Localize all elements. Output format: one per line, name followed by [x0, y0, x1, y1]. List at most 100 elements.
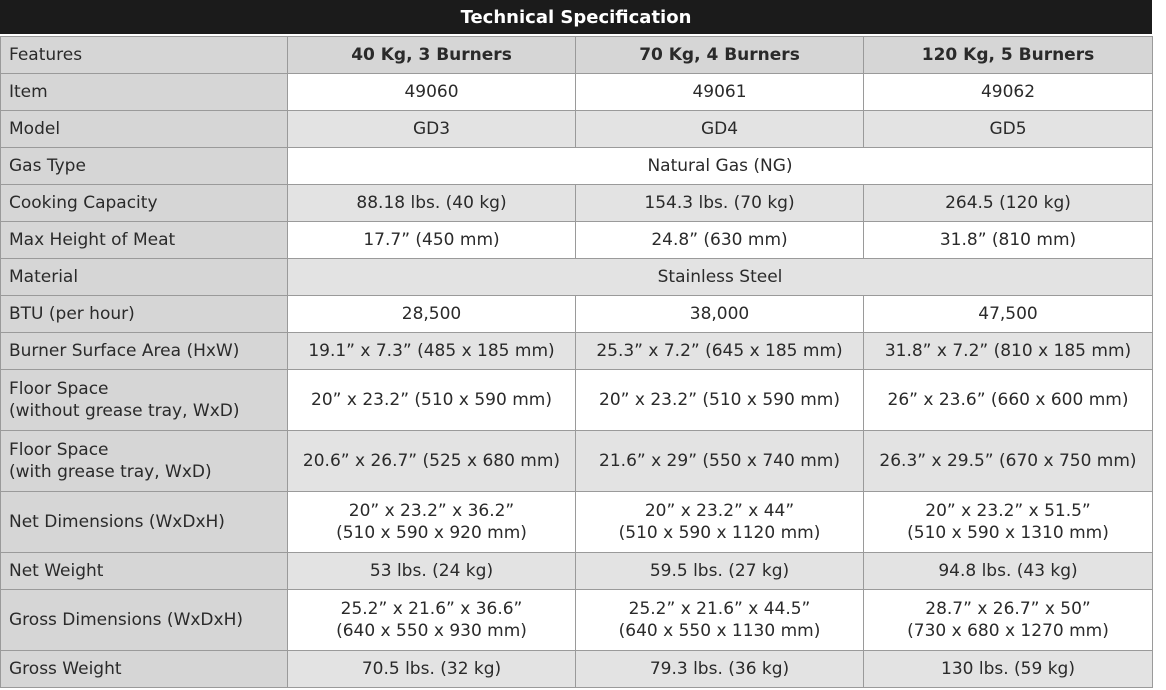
table-cell: 20” x 23.2” x 36.2” (510 x 590 x 920 mm) [287, 491, 576, 553]
table-row: Gas Type Natural Gas (NG) [0, 147, 1153, 185]
table-cell: 24.8” (630 mm) [575, 221, 864, 259]
table-title: Technical Specification [0, 0, 1152, 36]
table-cell-line: 20” x 23.2” (510 x 590 mm) [311, 390, 552, 410]
table-cell-line: 25.2” x 21.6” x 44.5” [628, 599, 811, 619]
table-cell-line: 53 lbs. (24 kg) [369, 561, 494, 581]
table-cell-line: 20” x 23.2” x 36.2” [348, 501, 515, 521]
row-label: Gross Weight [0, 650, 288, 688]
row-label: BTU (per hour) [0, 295, 288, 333]
row-label-line: Max Height of Meat [9, 230, 176, 250]
table-cell: 70.5 lbs. (32 kg) [287, 650, 576, 688]
row-label: Net Dimensions (WxDxH) [0, 491, 288, 553]
row-label-line: Gas Type [9, 156, 86, 176]
table-row: Max Height of Meat 17.7” (450 mm) 24.8” (6… [0, 221, 1153, 259]
table-cell: 49062 [863, 73, 1153, 111]
row-label: Net Weight [0, 552, 288, 590]
column-header-40kg: 40 Kg, 3 Burners [287, 36, 576, 74]
table-cell: 59.5 lbs. (27 kg) [575, 552, 864, 590]
table-cell-line: (510 x 590 x 1120 mm) [618, 523, 821, 543]
table-cell-line: 25.2” x 21.6” x 36.6” [340, 599, 523, 619]
column-header-features: Features [0, 36, 288, 74]
table-cell-line: (730 x 680 x 1270 mm) [907, 621, 1109, 641]
table-cell-line: 17.7” (450 mm) [363, 230, 500, 250]
table-cell-line: 49061 [692, 82, 747, 102]
row-label: Gross Dimensions (WxDxH) [0, 589, 288, 651]
spanning-cell: Natural Gas (NG) [287, 147, 1153, 185]
row-label-line: BTU (per hour) [9, 304, 135, 324]
table-row: Floor Space (with grease tray, WxD) 20.6” … [0, 430, 1153, 492]
table-cell: GD3 [287, 110, 576, 148]
row-label: Cooking Capacity [0, 184, 288, 222]
header-row: Features 40 Kg, 3 Burners 70 Kg, 4 Burne… [0, 36, 1153, 74]
row-label: Item [0, 73, 288, 111]
table-cell-line: (510 x 590 x 920 mm) [336, 523, 527, 543]
table-cell: 20” x 23.2” x 51.5” (510 x 590 x 1310 mm) [863, 491, 1153, 553]
row-label-line: Floor Space [9, 440, 109, 460]
table-cell: 26” x 23.6” (660 x 600 mm) [863, 369, 1153, 431]
table-row: Item 49060 49061 49062 [0, 73, 1153, 111]
row-label-line: (with grease tray, WxD) [9, 462, 212, 482]
row-label: Floor Space (without grease tray, WxD) [0, 369, 288, 431]
table-cell-line: 21.6” x 29” (550 x 740 mm) [599, 451, 840, 471]
table-row: Burner Surface Area (HxW) 19.1” x 7.3” (4… [0, 332, 1153, 370]
table-cell-line: (510 x 590 x 1310 mm) [907, 523, 1109, 543]
table-cell-line: 264.5 (120 kg) [945, 193, 1071, 213]
table-cell: 26.3” x 29.5” (670 x 750 mm) [863, 430, 1153, 492]
table-cell-line: 154.3 lbs. (70 kg) [644, 193, 795, 213]
table-cell: 47,500 [863, 295, 1153, 333]
row-label: Material [0, 258, 288, 296]
table-cell: 20” x 23.2” (510 x 590 mm) [575, 369, 864, 431]
table-cell-line: 59.5 lbs. (27 kg) [649, 561, 790, 581]
table-row: Model GD3 GD4 GD5 [0, 110, 1153, 148]
row-label-line: Net Dimensions (WxDxH) [9, 512, 225, 532]
row-label-line: Gross Weight [9, 659, 122, 679]
table-cell-line: 19.1” x 7.3” (485 x 185 mm) [308, 341, 555, 361]
table-cell-line: 20” x 23.2” x 44” [644, 501, 795, 521]
table-cell-line: (640 x 550 x 1130 mm) [618, 621, 821, 641]
table-cell-line: 20.6” x 26.7” (525 x 680 mm) [302, 451, 561, 471]
column-header-70kg: 70 Kg, 4 Burners [575, 36, 864, 74]
table-cell: 130 lbs. (59 kg) [863, 650, 1153, 688]
table-cell: 53 lbs. (24 kg) [287, 552, 576, 590]
row-label-line: (without grease tray, WxD) [9, 401, 240, 421]
row-label: Model [0, 110, 288, 148]
table-row: Net Dimensions (WxDxH) 20” x 23.2” x 36.2… [0, 491, 1153, 553]
row-label: Floor Space (with grease tray, WxD) [0, 430, 288, 492]
table-row: Gross Dimensions (WxDxH) 25.2” x 21.6” x … [0, 589, 1153, 651]
row-label-line: Burner Surface Area (HxW) [9, 341, 240, 361]
table-row: Net Weight 53 lbs. (24 kg) 59.5 lbs. (27 k… [0, 552, 1153, 590]
table-cell: 25.2” x 21.6” x 44.5” (640 x 550 x 1130 m… [575, 589, 864, 651]
row-label-line: Cooking Capacity [9, 193, 158, 213]
spanning-cell: Stainless Steel [287, 258, 1153, 296]
row-label-line: Gross Dimensions (WxDxH) [9, 610, 243, 630]
table-cell: 28.7” x 26.7” x 50” (730 x 680 x 1270 mm) [863, 589, 1153, 651]
table-cell-line: 20” x 23.2” (510 x 590 mm) [599, 390, 840, 410]
table-cell-line: 31.8” x 7.2” (810 x 185 mm) [884, 341, 1132, 361]
row-label-line: Net Weight [9, 561, 104, 581]
row-label: Max Height of Meat [0, 221, 288, 259]
table-cell: 49060 [287, 73, 576, 111]
table-cell-line: (640 x 550 x 930 mm) [336, 621, 527, 641]
table-cell: 94.8 lbs. (43 kg) [863, 552, 1153, 590]
table-cell: 21.6” x 29” (550 x 740 mm) [575, 430, 864, 492]
table-cell: 19.1” x 7.3” (485 x 185 mm) [287, 332, 576, 370]
column-header-120kg: 120 Kg, 5 Burners [863, 36, 1153, 74]
table-cell: 79.3 lbs. (36 kg) [575, 650, 864, 688]
row-label-line: Item [9, 82, 48, 102]
table-cell-line: 28.7” x 26.7” x 50” [925, 599, 1091, 619]
table-cell-line: 20” x 23.2” x 51.5” [925, 501, 1091, 521]
table-cell: 20.6” x 26.7” (525 x 680 mm) [287, 430, 576, 492]
table-cell: 31.8” (810 mm) [863, 221, 1153, 259]
spec-table: Features 40 Kg, 3 Burners 70 Kg, 4 Burne… [0, 36, 1153, 688]
table-cell-line: 70.5 lbs. (32 kg) [361, 659, 502, 679]
table-cell-line: 38,000 [689, 304, 750, 324]
table-cell: 20” x 23.2” (510 x 590 mm) [287, 369, 576, 431]
table-cell-line: 94.8 lbs. (43 kg) [938, 561, 1078, 581]
row-label-line: Material [9, 267, 79, 287]
table-cell: 31.8” x 7.2” (810 x 185 mm) [863, 332, 1153, 370]
table-row: Cooking Capacity 88.18 lbs. (40 kg) 154.3 … [0, 184, 1153, 222]
table-cell-line: 49062 [980, 82, 1036, 102]
table-cell: 38,000 [575, 295, 864, 333]
table-cell-line: 26.3” x 29.5” (670 x 750 mm) [879, 451, 1137, 471]
